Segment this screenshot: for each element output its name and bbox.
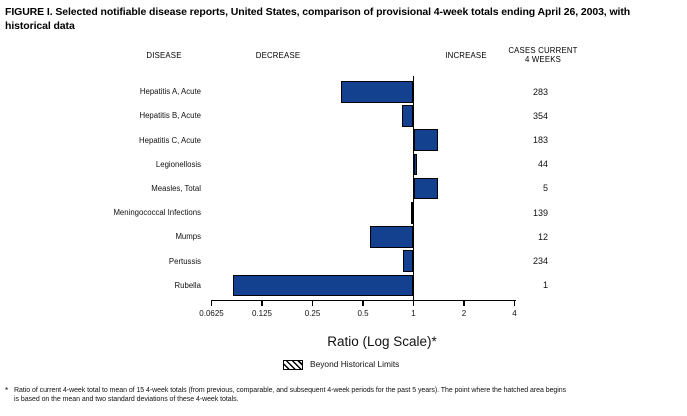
cases-count: 44: [537, 159, 548, 170]
footnote-marker: *: [5, 386, 9, 395]
axis-tick-label: 0.25: [304, 309, 321, 318]
header-cases-line1: CASES CURRENT: [508, 46, 578, 55]
ratio-bar: [413, 129, 438, 151]
axis-tick: [210, 300, 213, 306]
axis-tick-label: 0.125: [251, 309, 273, 318]
axis-tick-label: 0.0625: [199, 309, 224, 318]
header-cases-line2: 4 WEEKS: [524, 55, 562, 64]
disease-label: Hepatitis B, Acute: [139, 111, 201, 121]
disease-label: Mumps: [175, 232, 201, 242]
axis-tick-label: 4: [512, 309, 517, 318]
header-decrease: DECREASE: [255, 51, 301, 60]
cases-count: 139: [532, 207, 548, 218]
footnote-line2: is based on the mean and two standard de…: [14, 395, 239, 403]
cases-count: 12: [537, 231, 548, 242]
disease-label: Hepatitis A, Acute: [139, 87, 201, 97]
ratio-1-reference-line: [412, 76, 415, 300]
disease-label: Rubella: [174, 280, 201, 290]
axis-tick-label: 1: [411, 309, 416, 318]
header-increase: INCREASE: [445, 51, 487, 60]
ratio-bar: [413, 177, 438, 200]
disease-label: Measles, Total: [151, 184, 201, 193]
ratio-bar: [341, 81, 414, 103]
disease-label: Legionellosis: [155, 159, 201, 169]
legend-label: Beyond Historical Limits: [310, 359, 400, 369]
disease-label: Pertussis: [168, 256, 201, 266]
disease-label: Meningococcal Infections: [113, 208, 201, 218]
hatch-swatch-icon: [283, 360, 303, 370]
cases-count: 283: [532, 86, 548, 97]
disease-label: Hepatitis C, Acute: [139, 135, 201, 145]
ratio-bar: [369, 226, 414, 248]
ratio-bar: [413, 153, 418, 176]
ratio-bar: [402, 250, 414, 272]
axis-tick: [463, 300, 465, 306]
cases-count: 234: [532, 255, 548, 266]
axis-tick: [412, 300, 415, 306]
header-disease: DISEASE: [146, 51, 182, 60]
axis-tick-label: 0.5: [357, 309, 369, 318]
axis-tick: [261, 300, 263, 306]
ratio-bar: [401, 105, 414, 127]
axis-tick: [362, 300, 364, 306]
ratio-bar: [233, 274, 414, 297]
axis-tick: [513, 300, 516, 306]
cases-count: 183: [532, 134, 548, 145]
figure-title-line2: historical data: [5, 20, 75, 32]
axis-tick-label: 2: [461, 309, 467, 318]
figure-title-line1: FIGURE I. Selected notifiable disease re…: [5, 6, 631, 18]
cases-count: 354: [532, 110, 548, 121]
footnote-line1: Ratio of current 4-week total to mean of…: [14, 387, 567, 394]
cases-count: 5: [542, 183, 548, 194]
ratio-bar: [411, 202, 414, 224]
cases-count: 1: [542, 280, 548, 291]
axis-tick: [311, 300, 314, 306]
x-axis-label: Ratio (Log Scale)*: [327, 334, 437, 349]
